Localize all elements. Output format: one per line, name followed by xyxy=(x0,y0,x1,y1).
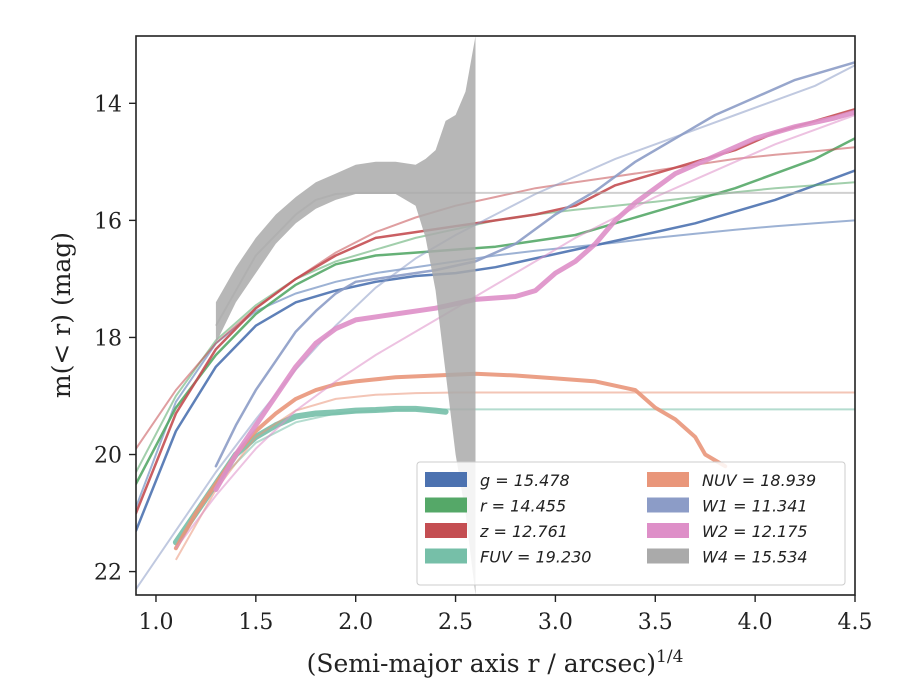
legend-box xyxy=(416,461,846,586)
legend-swatch xyxy=(425,497,467,513)
x-tick-label: 1.5 xyxy=(238,610,273,635)
legend-swatch xyxy=(647,472,689,487)
y-tick-label: 20 xyxy=(94,444,122,469)
x-tick-label: 4.5 xyxy=(838,610,873,635)
legend: g = 15.478 r = 14.455 z = 12.761 FUV = 19.2… xyxy=(416,461,846,586)
legend-label: FUV = 19.230 xyxy=(480,548,591,567)
x-axis-title-exponent: 1/4 xyxy=(656,647,683,667)
legend-label: NUV = 18.939 xyxy=(702,471,816,490)
x-axis-title-main: (Semi-major axis r / arcsec) xyxy=(307,649,656,678)
model-curve-g xyxy=(136,219,855,508)
y-axis: 14 16 18 20 22 xyxy=(94,92,136,586)
model-curve-W2 xyxy=(175,114,855,549)
x-axis: 1.0 1.5 2.0 2.5 3.0 3.5 4.0 4.5 xyxy=(138,595,873,635)
x-tick-label: 2.0 xyxy=(338,610,373,635)
model-curve-NUV xyxy=(175,391,855,561)
x-axis-title: (Semi-major axis r / arcsec)1/4 xyxy=(307,647,684,678)
profile-line-z xyxy=(136,107,855,515)
y-axis-title: m(< r) (mag) xyxy=(47,232,76,398)
legend-label: z = 12.761 xyxy=(479,522,568,541)
x-tick-label: 1.0 xyxy=(138,610,173,635)
legend-label: r = 14.455 xyxy=(480,497,566,516)
legend-swatch xyxy=(647,523,689,538)
legend-label: W4 = 15.534 xyxy=(702,548,808,567)
band-W4 xyxy=(215,36,476,595)
y-tick-label: 14 xyxy=(94,92,122,117)
y-tick-label: 16 xyxy=(94,209,122,234)
y-tick-label: 18 xyxy=(94,326,122,351)
profile-line-g xyxy=(136,169,855,532)
y-tick-label: 22 xyxy=(94,561,122,586)
legend-label: g = 15.478 xyxy=(480,471,570,490)
legend-swatch xyxy=(425,548,467,564)
plot-area xyxy=(136,36,855,595)
x-tick-label: 4.0 xyxy=(738,610,773,635)
x-tick-label: 3.5 xyxy=(638,610,673,635)
legend-swatch xyxy=(647,497,689,513)
profile-line-W2 xyxy=(213,109,855,493)
legend-label: W1 = 11.341 xyxy=(702,497,808,516)
plot-frame xyxy=(135,35,856,596)
legend-label: W2 = 12.175 xyxy=(702,522,808,541)
x-tick-label: 2.5 xyxy=(438,610,473,635)
legend-swatch xyxy=(425,472,467,487)
profile-line-r xyxy=(136,137,855,486)
legend-swatch xyxy=(647,548,689,564)
model-curve-W1 xyxy=(136,64,855,590)
legend-swatch xyxy=(425,523,467,538)
x-tick-label: 3.0 xyxy=(538,610,573,635)
profile-line-FUV xyxy=(172,405,449,546)
